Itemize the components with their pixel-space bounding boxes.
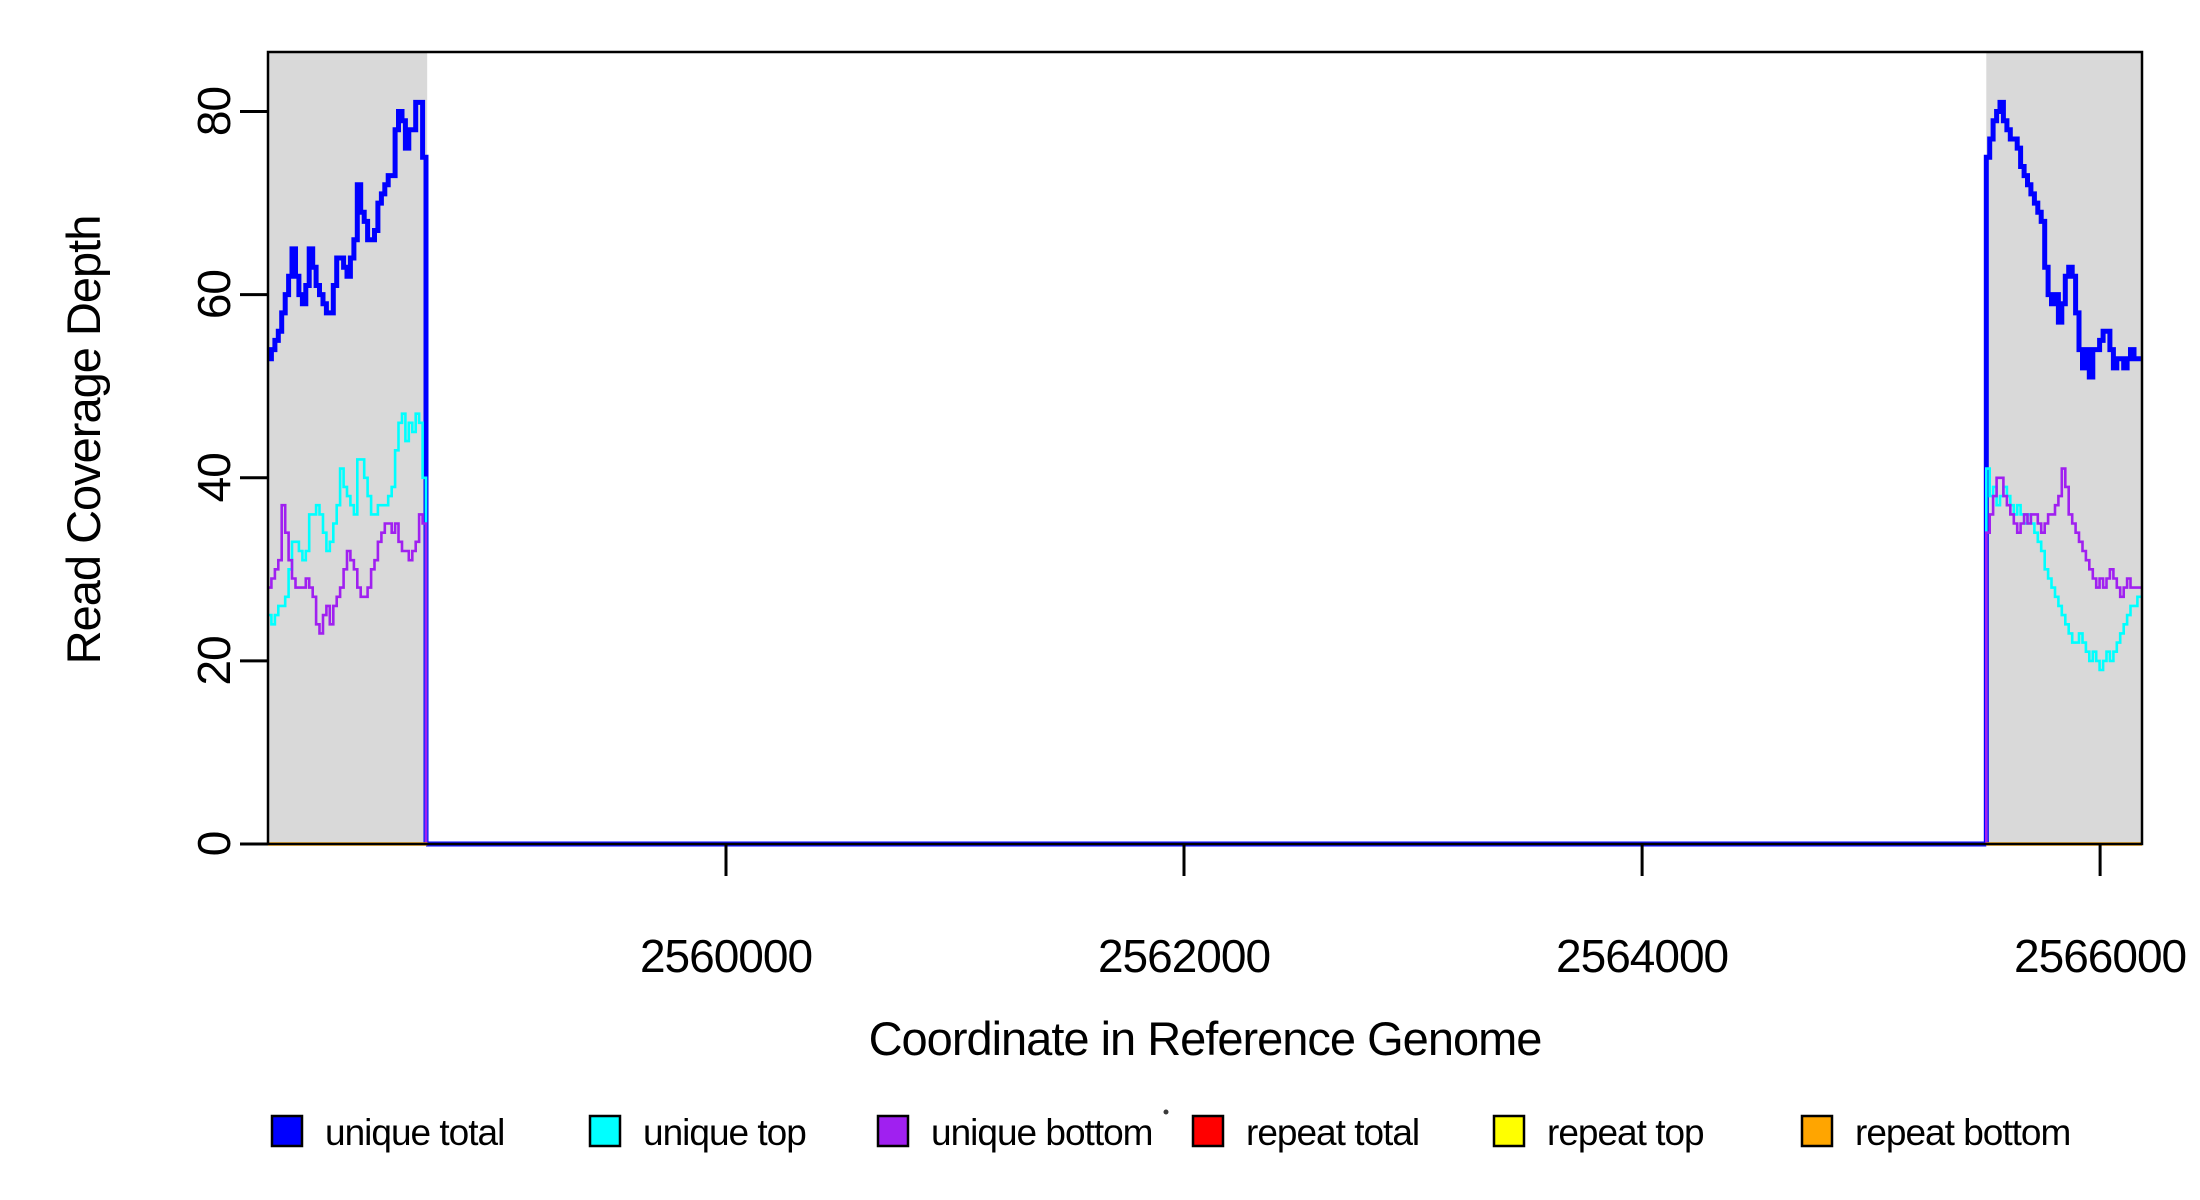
stray-dot <box>1163 1109 1169 1115</box>
legend-swatch-repeat-total <box>1191 1114 1225 1148</box>
x-tick-label-2564000: 2564000 <box>1556 930 1728 982</box>
legend-swatch-unique-top <box>588 1114 622 1148</box>
x-tick-label-2566000: 2566000 <box>2014 930 2186 982</box>
series-unique-top-segment-1 <box>1985 467 2141 844</box>
plot-border-box <box>266 50 2144 846</box>
legend-label-unique-top: unique top <box>643 1112 806 1153</box>
y-tick-label-20: 20 <box>188 636 240 685</box>
y-axis: 0 20 40 60 80 <box>188 87 268 856</box>
y-tick-label-60: 60 <box>188 270 240 319</box>
series-unique-bottom-segment-0 <box>268 503 428 844</box>
coverage-series-lines <box>268 99 2142 847</box>
series-unique-bottom-segment-1 <box>1985 467 2141 844</box>
shaded-region-right <box>1986 52 2142 844</box>
repeat-region-shading <box>268 52 2142 844</box>
series-unique-total-segment-1 <box>1983 99 2141 844</box>
legend-label-unique-bottom: unique bottom <box>931 1112 1153 1153</box>
x-tick-label-2560000: 2560000 <box>640 930 812 982</box>
y-tick-label-40: 40 <box>188 453 240 502</box>
legend-label-repeat-top: repeat top <box>1547 1112 1704 1153</box>
y-tick-label-80: 80 <box>188 87 240 136</box>
shaded-region-left <box>268 52 428 844</box>
series-unique-top-segment-0 <box>268 412 428 844</box>
series-unique-total-segment-0 <box>268 99 429 844</box>
y-axis-title: Read Coverage Depth <box>57 216 110 665</box>
x-tick-label-2562000: 2562000 <box>1098 930 1270 982</box>
legend-label-repeat-total: repeat total <box>1246 1112 1419 1153</box>
x-axis: 2560000 2562000 2564000 2566000 <box>640 844 2187 982</box>
legend-label-repeat-bottom: repeat bottom <box>1855 1112 2070 1153</box>
legend-label-unique-total: unique total <box>325 1112 504 1153</box>
legend-swatch-repeat-bottom <box>1800 1114 1834 1148</box>
legend-swatch-repeat-top <box>1492 1114 1526 1148</box>
x-axis-title: Coordinate in Reference Genome <box>869 1012 1542 1065</box>
legend-swatch-unique-total <box>270 1114 304 1148</box>
legend-swatch-unique-bottom <box>876 1114 910 1148</box>
legend: unique total unique top unique bottom repea… <box>270 1109 2071 1153</box>
y-tick-label-0: 0 <box>188 832 240 857</box>
